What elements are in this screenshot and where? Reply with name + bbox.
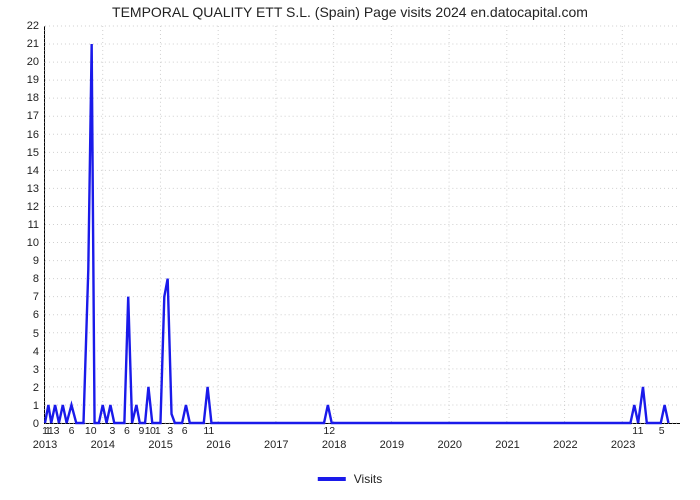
grid-vertical xyxy=(45,26,622,423)
y-tick-label: 13 xyxy=(27,183,45,195)
y-tick-label: 21 xyxy=(27,38,45,50)
x-minor-tick-label: 6 xyxy=(182,423,188,437)
y-tick-label: 9 xyxy=(33,255,45,267)
y-tick-label: 20 xyxy=(27,56,45,68)
x-minor-tick-label: 1 xyxy=(155,423,161,437)
y-tick-label: 12 xyxy=(27,201,45,213)
x-minor-tick-label: 3 xyxy=(167,423,173,437)
y-tick-label: 18 xyxy=(27,92,45,104)
x-major-tick-label: 2020 xyxy=(437,423,461,451)
y-tick-label: 8 xyxy=(33,273,45,285)
x-major-tick-label: 2019 xyxy=(380,423,404,451)
x-minor-tick-label: 9 xyxy=(138,423,144,437)
y-tick-label: 11 xyxy=(28,219,45,231)
y-tick-label: 14 xyxy=(27,165,45,177)
x-minor-tick-label: 1 xyxy=(638,423,644,437)
y-tick-label: 6 xyxy=(33,309,45,321)
y-tick-label: 16 xyxy=(27,129,45,141)
visits-line xyxy=(45,44,668,423)
grid-horizontal xyxy=(45,26,680,423)
x-minor-tick-label: 3 xyxy=(54,423,60,437)
chart-title: TEMPORAL QUALITY ETT S.L. (Spain) Page v… xyxy=(0,4,700,20)
x-major-tick-label: 2021 xyxy=(495,423,519,451)
x-minor-tick-label: 3 xyxy=(110,423,116,437)
legend-label: Visits xyxy=(354,472,382,486)
x-minor-tick-label: 5 xyxy=(659,423,665,437)
x-major-tick-label: 2022 xyxy=(553,423,577,451)
y-tick-label: 5 xyxy=(33,328,45,340)
legend: Visits xyxy=(318,472,382,486)
y-tick-label: 19 xyxy=(27,74,45,86)
x-minor-tick-label: 6 xyxy=(69,423,75,437)
x-major-tick-label: 2017 xyxy=(264,423,288,451)
chart-container: TEMPORAL QUALITY ETT S.L. (Spain) Page v… xyxy=(0,0,700,500)
y-tick-label: 4 xyxy=(33,346,45,358)
y-tick-label: 22 xyxy=(27,20,45,32)
y-tick-label: 1 xyxy=(33,400,45,412)
legend-swatch xyxy=(318,477,346,481)
y-tick-label: 17 xyxy=(27,110,45,122)
plot-area: 0123456789101112131415161718192021222013… xyxy=(44,26,680,424)
x-minor-tick-label: 11 xyxy=(203,423,214,437)
chart-svg xyxy=(45,26,680,423)
y-tick-label: 3 xyxy=(33,364,45,376)
x-minor-tick-label: 12 xyxy=(323,423,335,437)
x-minor-tick-label: 10 xyxy=(85,423,97,437)
y-tick-label: 2 xyxy=(33,382,45,394)
x-minor-tick-label: 6 xyxy=(124,423,130,437)
y-tick-label: 15 xyxy=(27,147,45,159)
y-tick-label: 7 xyxy=(33,291,45,303)
y-tick-label: 10 xyxy=(27,237,45,249)
